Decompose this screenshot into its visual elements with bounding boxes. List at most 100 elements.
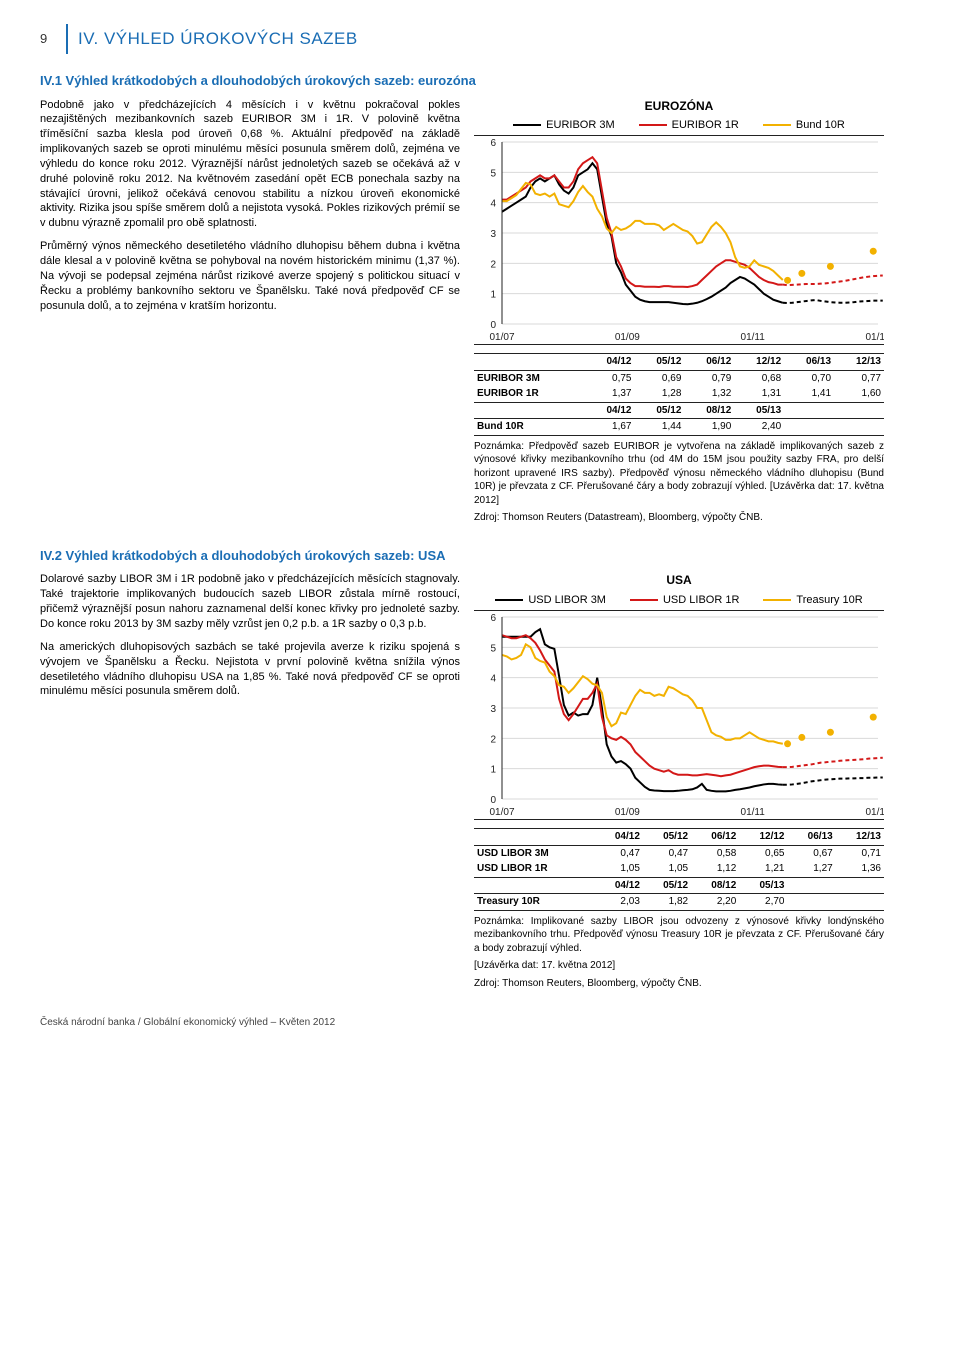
table-cell	[836, 877, 884, 894]
chart1-title: EUROZÓNA	[474, 98, 884, 114]
table-cell: 0,77	[834, 370, 884, 386]
table-cell: 1,05	[643, 861, 691, 877]
chart2-note: Poznámka: Implikované sazby LIBOR jsou o…	[474, 915, 884, 956]
table-cell: 0,65	[739, 845, 787, 861]
chart1-svg: 012345601/0701/0901/1101/13	[474, 135, 884, 345]
table-cell: 0,70	[784, 370, 834, 386]
table-cell	[836, 894, 884, 911]
svg-text:0: 0	[490, 320, 496, 331]
legend-item: EURIBOR 3M	[513, 118, 614, 133]
section1-heading: IV.1 Výhled krátkodobých a dlouhodobých …	[40, 72, 920, 90]
table-cell: 05/12	[635, 402, 685, 419]
svg-text:0: 0	[490, 795, 496, 806]
table-cell: 0,69	[635, 370, 685, 386]
table-cell: 05/12	[643, 829, 691, 846]
table-cell: 12/12	[734, 354, 784, 371]
chart1-legend: EURIBOR 3M EURIBOR 1R Bund 10R	[474, 118, 884, 133]
legend-swatch	[513, 124, 541, 127]
legend-label: USD LIBOR 3M	[528, 593, 606, 608]
table-cell: 2,03	[595, 894, 643, 911]
svg-text:1: 1	[490, 764, 496, 775]
table-cell: USD LIBOR 3M	[474, 845, 595, 861]
section1-text: Podobně jako v předcházejících 4 měsícíc…	[40, 98, 460, 525]
legend-swatch	[630, 599, 658, 602]
section1-p1: Podobně jako v předcházejících 4 měsícíc…	[40, 98, 460, 232]
table-cell: 06/13	[788, 829, 836, 846]
table-cell	[474, 829, 595, 846]
table-cell	[788, 877, 836, 894]
table-cell: 04/12	[595, 829, 643, 846]
svg-text:01/11: 01/11	[741, 332, 766, 343]
table-cell: 1,05	[595, 861, 643, 877]
chart1-note: Poznámka: Předpověď sazeb EURIBOR je vyt…	[474, 440, 884, 508]
svg-text:01/11: 01/11	[741, 807, 766, 818]
svg-text:01/09: 01/09	[615, 807, 640, 818]
table-cell: 0,75	[585, 370, 635, 386]
table-cell: 06/13	[784, 354, 834, 371]
svg-text:4: 4	[490, 673, 496, 684]
svg-text:01/07: 01/07	[489, 332, 514, 343]
table-cell: 0,71	[836, 845, 884, 861]
chart2-table: 04/1205/1206/1212/1206/1312/13USD LIBOR …	[474, 828, 884, 911]
chart1-source: Zdroj: Thomson Reuters (Datastream), Blo…	[474, 511, 884, 525]
table-cell: 2,70	[739, 894, 787, 911]
section2-text: Dolarové sazby LIBOR 3M i 1R podobně jak…	[40, 572, 460, 990]
svg-text:6: 6	[490, 138, 496, 149]
table-cell: 04/12	[595, 877, 643, 894]
table-cell: USD LIBOR 1R	[474, 861, 595, 877]
table-cell	[784, 402, 834, 419]
table-cell	[834, 419, 884, 436]
chart2-note2: [Uzávěrka dat: 17. května 2012]	[474, 959, 884, 973]
table-cell: 06/12	[691, 829, 739, 846]
table-cell: EURIBOR 1R	[474, 386, 585, 402]
table-cell: 1,21	[739, 861, 787, 877]
table-cell	[474, 354, 585, 371]
header-divider	[66, 24, 68, 54]
legend-label: Bund 10R	[796, 118, 845, 133]
table-cell: 1,60	[834, 386, 884, 402]
svg-text:01/07: 01/07	[489, 807, 514, 818]
page-header: 9 IV. VÝHLED ÚROKOVÝCH SAZEB	[40, 24, 920, 54]
svg-text:01/09: 01/09	[615, 332, 640, 343]
legend-label: Treasury 10R	[796, 593, 862, 608]
table-cell: 1,31	[734, 386, 784, 402]
chart2-source: Zdroj: Thomson Reuters, Bloomberg, výpoč…	[474, 977, 884, 991]
table-cell: 1,37	[585, 386, 635, 402]
table-cell: 08/12	[684, 402, 734, 419]
svg-text:3: 3	[490, 704, 496, 715]
table-cell: 04/12	[585, 402, 635, 419]
table-cell: 2,40	[734, 419, 784, 436]
table-cell: 1,27	[788, 861, 836, 877]
table-cell: 1,41	[784, 386, 834, 402]
legend-item: EURIBOR 1R	[639, 118, 739, 133]
svg-text:6: 6	[490, 613, 496, 624]
legend-item: Treasury 10R	[763, 593, 862, 608]
svg-text:01/13: 01/13	[865, 807, 884, 818]
table-cell: 0,68	[734, 370, 784, 386]
page-number: 9	[40, 24, 62, 48]
table-cell	[784, 419, 834, 436]
table-cell: Bund 10R	[474, 419, 585, 436]
page-footer: Česká národní banka / Globální ekonomick…	[40, 1016, 920, 1030]
table-cell: 1,82	[643, 894, 691, 911]
table-cell: 1,32	[684, 386, 734, 402]
legend-label: EURIBOR 3M	[546, 118, 614, 133]
table-cell: Treasury 10R	[474, 894, 595, 911]
table-cell: 05/13	[734, 402, 784, 419]
table-cell: 0,47	[595, 845, 643, 861]
table-cell: 1,67	[585, 419, 635, 436]
legend-label: EURIBOR 1R	[672, 118, 739, 133]
table-cell: 1,90	[684, 419, 734, 436]
table-cell: 1,36	[836, 861, 884, 877]
chart1-panel: EUROZÓNA EURIBOR 3MEURIBOR 1RBund 10R 01…	[474, 98, 884, 525]
svg-text:01/13: 01/13	[865, 332, 884, 343]
table-cell: 2,20	[691, 894, 739, 911]
section-eurozone: IV.1 Výhled krátkodobých a dlouhodobých …	[40, 72, 920, 525]
legend-swatch	[763, 599, 791, 602]
table-cell: 1,12	[691, 861, 739, 877]
section2-p1: Dolarové sazby LIBOR 3M i 1R podobně jak…	[40, 572, 460, 631]
legend-swatch	[639, 124, 667, 127]
table-cell: 04/12	[585, 354, 635, 371]
table-cell: 08/12	[691, 877, 739, 894]
chart2-title: USA	[474, 572, 884, 588]
